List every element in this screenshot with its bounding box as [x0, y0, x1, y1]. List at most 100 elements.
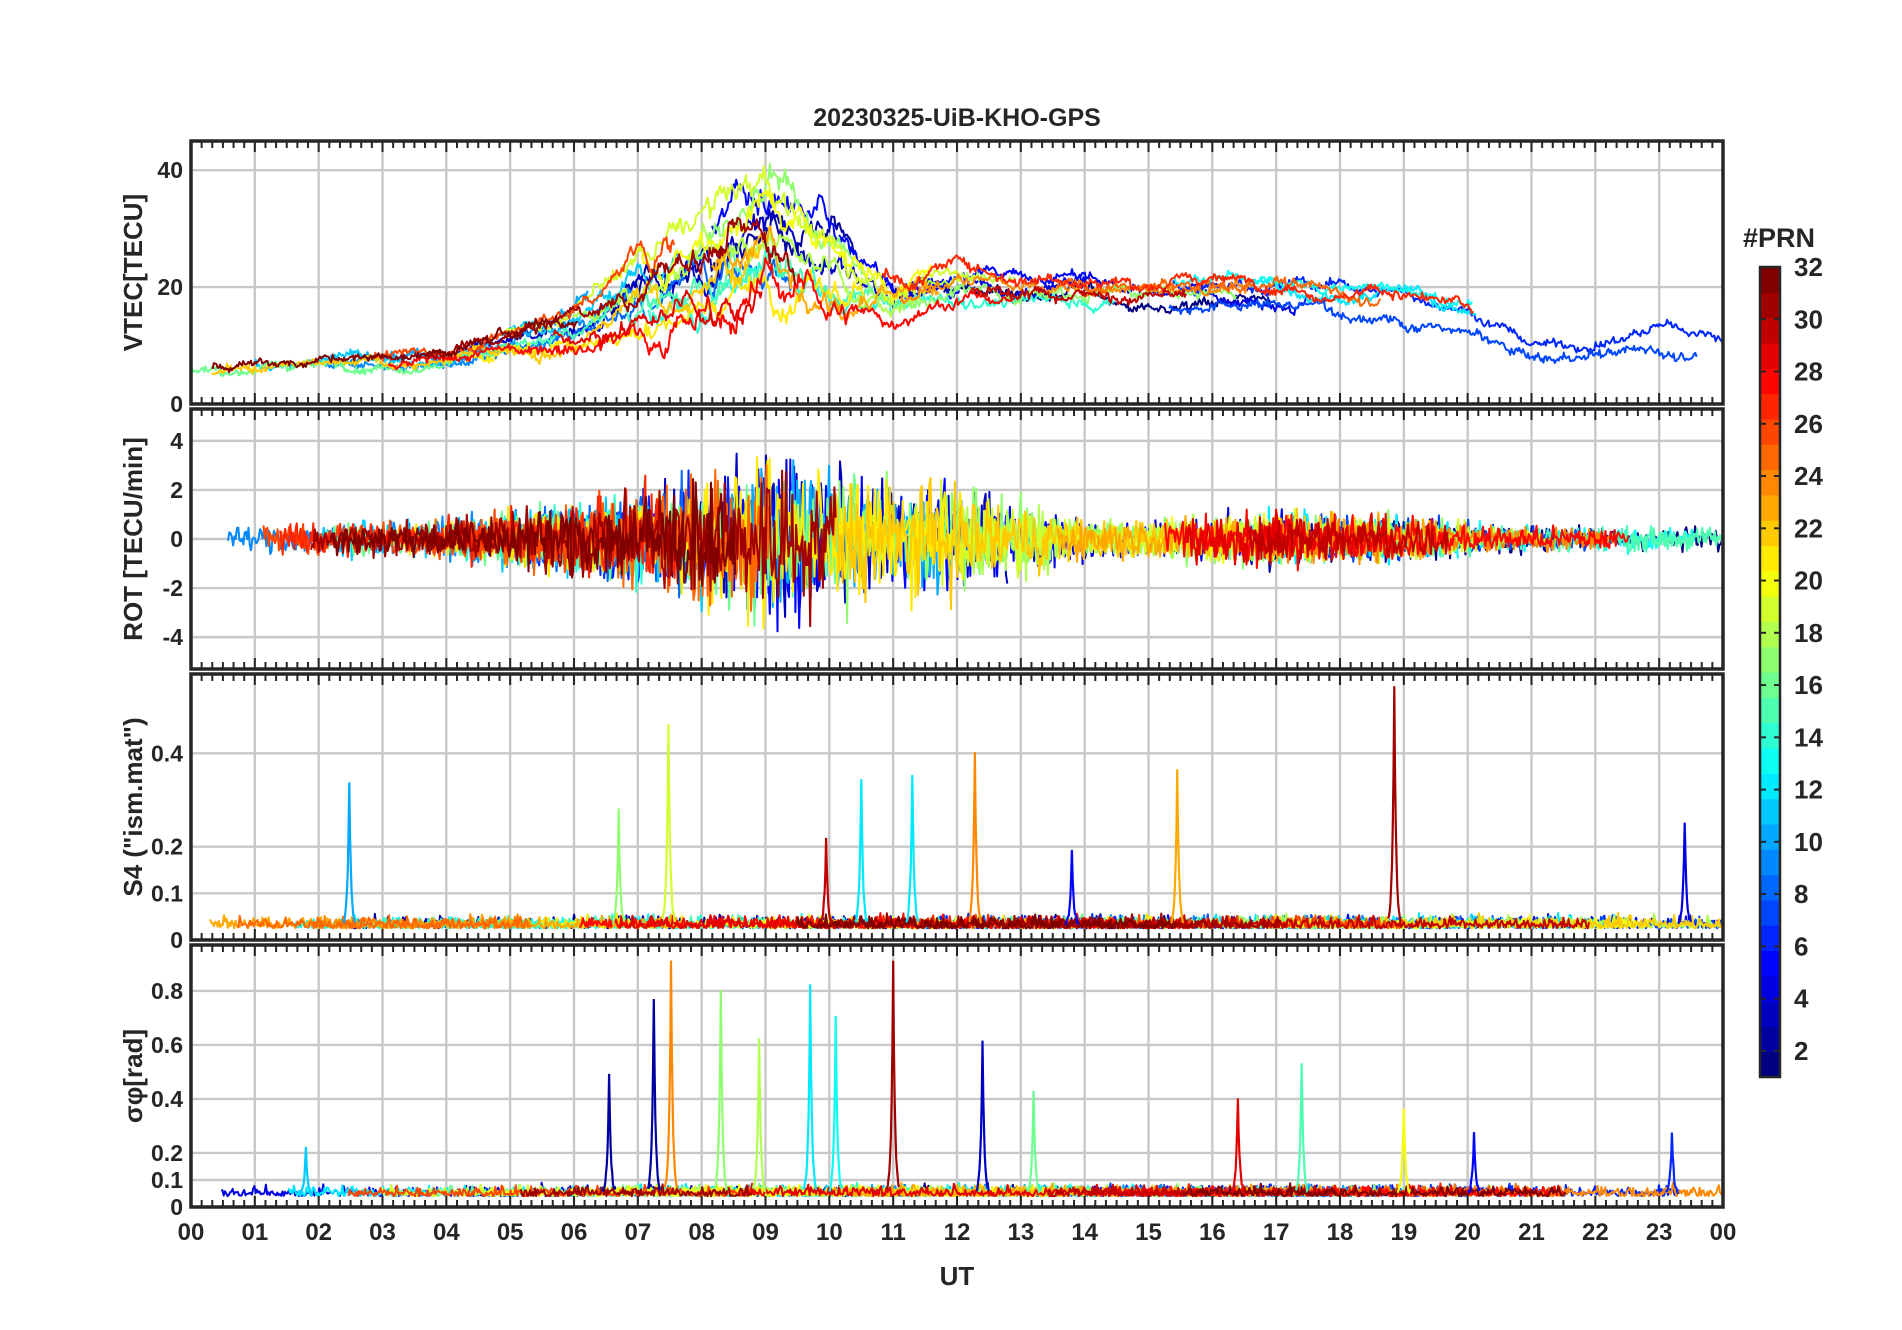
colorbar-tick-label-0: 2 — [1794, 1036, 1808, 1066]
colorbar-segment-19 — [1760, 570, 1780, 597]
colorbar-tick-label-2: 6 — [1794, 931, 1808, 961]
colorbar-tick-label-6: 14 — [1794, 722, 1823, 752]
colorbar-tick-label-15: 32 — [1794, 252, 1823, 282]
spike-sigma-14 — [1466, 1132, 1482, 1194]
y-tick-label-sigma-0: 0 — [170, 1194, 183, 1220]
colorbar-segment-11 — [1760, 773, 1780, 800]
x-tick-label-1: 01 — [241, 1219, 268, 1246]
prn-line-vtec-4 — [884, 272, 1308, 316]
panel-vtec: 0 20 40 VTEC[TECU] — [118, 139, 1725, 417]
x-tick-label-15: 15 — [1135, 1219, 1162, 1246]
colorbar-segment-23 — [1760, 469, 1780, 496]
series-sigma — [221, 960, 1723, 1198]
prn-line-s4-24 — [307, 913, 533, 930]
x-tick-label-5: 05 — [497, 1219, 524, 1246]
colorbar-segment-9 — [1760, 823, 1780, 850]
y-axis-label-rot: ROT [TECU/min] — [118, 437, 148, 641]
y-tick-label-sigma-4: 0.6 — [151, 1032, 183, 1058]
x-ticks-s4 — [190, 674, 1724, 940]
y-axis-label-vtec: VTEC[TECU] — [118, 194, 148, 351]
spike-s4-3 — [818, 837, 834, 925]
colorbar-segment-3 — [1760, 975, 1780, 1002]
prn-line-sigma-31 — [519, 1183, 753, 1198]
y-tick-label-rot-4: 4 — [170, 428, 183, 454]
x-tick-label-8: 08 — [688, 1219, 715, 1246]
x-tick-label-19: 19 — [1390, 1219, 1417, 1246]
y-tick-label-rot-3: 2 — [170, 477, 183, 503]
x-tick-label-21: 21 — [1518, 1219, 1545, 1246]
x-tick-label-24: 00 — [1710, 1219, 1737, 1246]
chart-title: 20230325-UiB-KHO-GPS — [813, 104, 1101, 132]
prn-line-vtec-25 — [1055, 275, 1382, 307]
prn-line-vtec-30 — [970, 285, 1187, 306]
y-tick-label-sigma-3: 0.4 — [151, 1086, 183, 1112]
colorbar-segment-30 — [1760, 292, 1780, 319]
colorbar-tick-label-9: 20 — [1794, 566, 1823, 596]
colorbar-segment-15 — [1760, 672, 1780, 698]
spike-sigma-7 — [828, 1015, 843, 1192]
spike-s4-0 — [342, 782, 357, 924]
x-tick-label-3: 03 — [369, 1219, 396, 1246]
prn-line-vtec-23 — [710, 225, 940, 321]
colorbar-segment-1 — [1760, 1026, 1780, 1053]
spike-sigma-2 — [646, 998, 661, 1191]
x-tick-label-22: 22 — [1582, 1219, 1609, 1246]
colorbar-frame — [1758, 265, 1782, 1079]
colorbar-segment-6 — [1760, 899, 1780, 926]
colorbar-segment-28 — [1760, 342, 1780, 369]
prn-line-sigma-32 — [1182, 1182, 1567, 1198]
spike-sigma-6 — [803, 984, 818, 1191]
spike-sigma-3 — [663, 960, 679, 1189]
spike-s4-9 — [1387, 686, 1402, 922]
x-tick-label-17: 17 — [1263, 1219, 1290, 1246]
x-tick-label-10: 10 — [816, 1219, 843, 1246]
spike-s4-4 — [854, 779, 869, 924]
spike-s4-10 — [1677, 822, 1692, 925]
colorbar-tick-label-12: 26 — [1794, 409, 1823, 439]
prn-line-vtec-17 — [685, 162, 1237, 311]
y-tick-label-s4-0: 0 — [170, 927, 183, 953]
x-tick-label-13: 13 — [1007, 1219, 1034, 1246]
x-axis-label: UT — [940, 1261, 975, 1291]
colorbar-segment-8 — [1760, 849, 1780, 876]
colorbar-segment-27 — [1760, 368, 1780, 395]
colorbar-tick-label-13: 28 — [1794, 357, 1823, 387]
x-tick-label-20: 20 — [1454, 1219, 1481, 1246]
panel-sigma: 00.10.2 0.4 0.6 0.8σφ[rad] — [118, 943, 1725, 1220]
spike-s4-2 — [661, 724, 676, 923]
colorbar-tick-label-8: 18 — [1794, 618, 1823, 648]
x-tick-label-11: 11 — [880, 1219, 905, 1246]
spike-s4-7 — [1064, 849, 1080, 926]
colorbar-segment-20 — [1760, 545, 1780, 572]
y-tick-label-s4-2: 0.2 — [151, 834, 183, 860]
y-tick-label-s4-3: 0.4 — [151, 740, 183, 766]
y-tick-label-vtec-1: 20 — [157, 274, 183, 300]
prn-line-sigma-29 — [741, 1182, 1208, 1198]
colorbar-segment-5 — [1760, 925, 1780, 952]
colorbar-segment-2 — [1760, 1001, 1780, 1027]
spike-sigma-4 — [713, 989, 728, 1191]
y-axis-label-sigma: σφ[rad] — [118, 1029, 148, 1123]
panel-s4: 0 0.1 0.2 0.4S4 ("ism.mat") — [118, 672, 1725, 953]
spike-sigma-1 — [601, 1073, 617, 1192]
prn-line-rot-30 — [1248, 516, 1449, 566]
x-tick-label-23: 23 — [1646, 1219, 1673, 1246]
y-axis-label-s4: S4 ("ism.mat") — [118, 717, 148, 896]
y-tick-label-rot-2: 0 — [170, 526, 183, 552]
y-tick-label-sigma-2: 0.2 — [151, 1140, 183, 1166]
series-vtec — [191, 162, 1723, 378]
x-ticks-sigma — [190, 945, 1724, 1207]
prn-line-vtec-7 — [1168, 297, 1698, 364]
spike-sigma-11 — [1230, 1098, 1246, 1195]
colorbar-tick-label-3: 8 — [1794, 879, 1808, 909]
spike-sigma-15 — [1664, 1132, 1680, 1195]
spike-sigma-0 — [298, 1146, 314, 1196]
colorbar-tick-label-4: 10 — [1794, 827, 1823, 857]
colorbar-segment-13 — [1760, 722, 1780, 749]
series-rot — [227, 452, 1723, 633]
colorbar-segment-7 — [1760, 874, 1780, 901]
prn-line-vtec-27 — [881, 254, 1475, 315]
x-tick-label-2: 02 — [305, 1219, 332, 1246]
colorbar-tick-label-14: 30 — [1794, 304, 1823, 334]
prn-line-rot-29 — [1182, 511, 1388, 566]
